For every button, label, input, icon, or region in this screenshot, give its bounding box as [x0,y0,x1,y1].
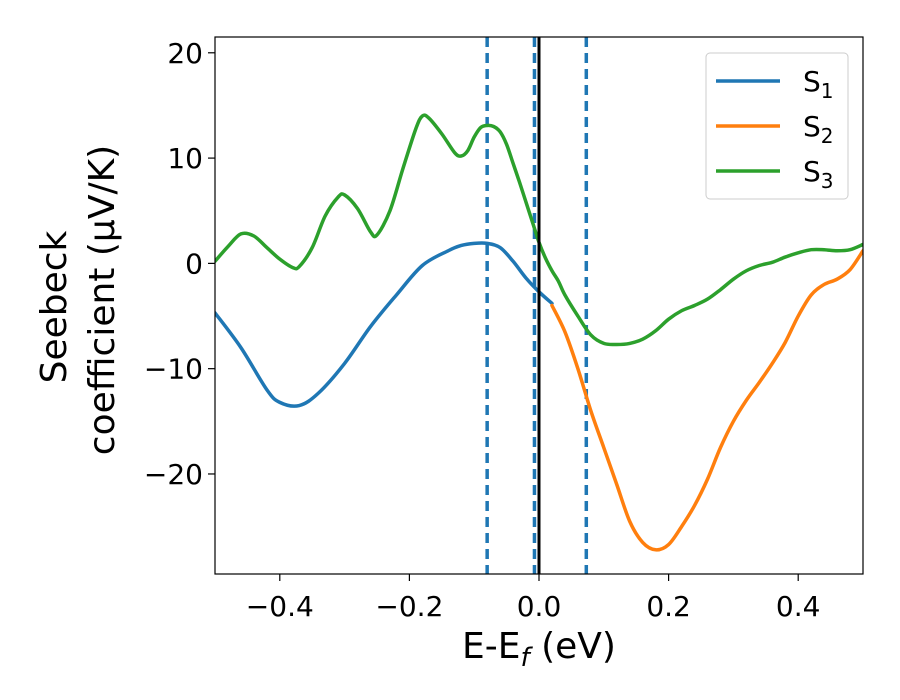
x-tick-label: 0.4 [776,590,821,623]
legend-label-s3: S3 [803,155,834,193]
x-axis: −0.4 −0.2 0.0 0.2 0.4 [246,574,821,623]
y-tick-label: 10 [167,142,203,175]
legend-label-s1: S1 [803,65,834,103]
series-line-s1 [215,241,554,408]
y-tick-label: −20 [144,458,203,491]
x-tick-label: 0.2 [646,590,691,623]
x-tick-label: −0.4 [246,590,314,623]
x-axis-title: E-Ef (eV) [462,626,616,673]
series-line-s2 [550,249,863,552]
legend: S1 S2 S3 [705,52,849,200]
y-tick-label: 0 [185,247,203,280]
y-axis: −20 −10 0 10 20 [144,37,215,491]
series-lines [215,113,863,552]
y-tick-label: 20 [167,37,203,70]
x-tick-label: −0.2 [375,590,443,623]
series-line-s3 [215,113,863,347]
x-tick-label: 0.0 [517,590,562,623]
y-tick-label: −10 [144,353,203,386]
y-axis-title-line1: Seebeck [34,230,75,383]
y-axis-title-line2: coefficient (μV/K) [82,145,123,455]
legend-label-s2: S2 [803,110,834,148]
